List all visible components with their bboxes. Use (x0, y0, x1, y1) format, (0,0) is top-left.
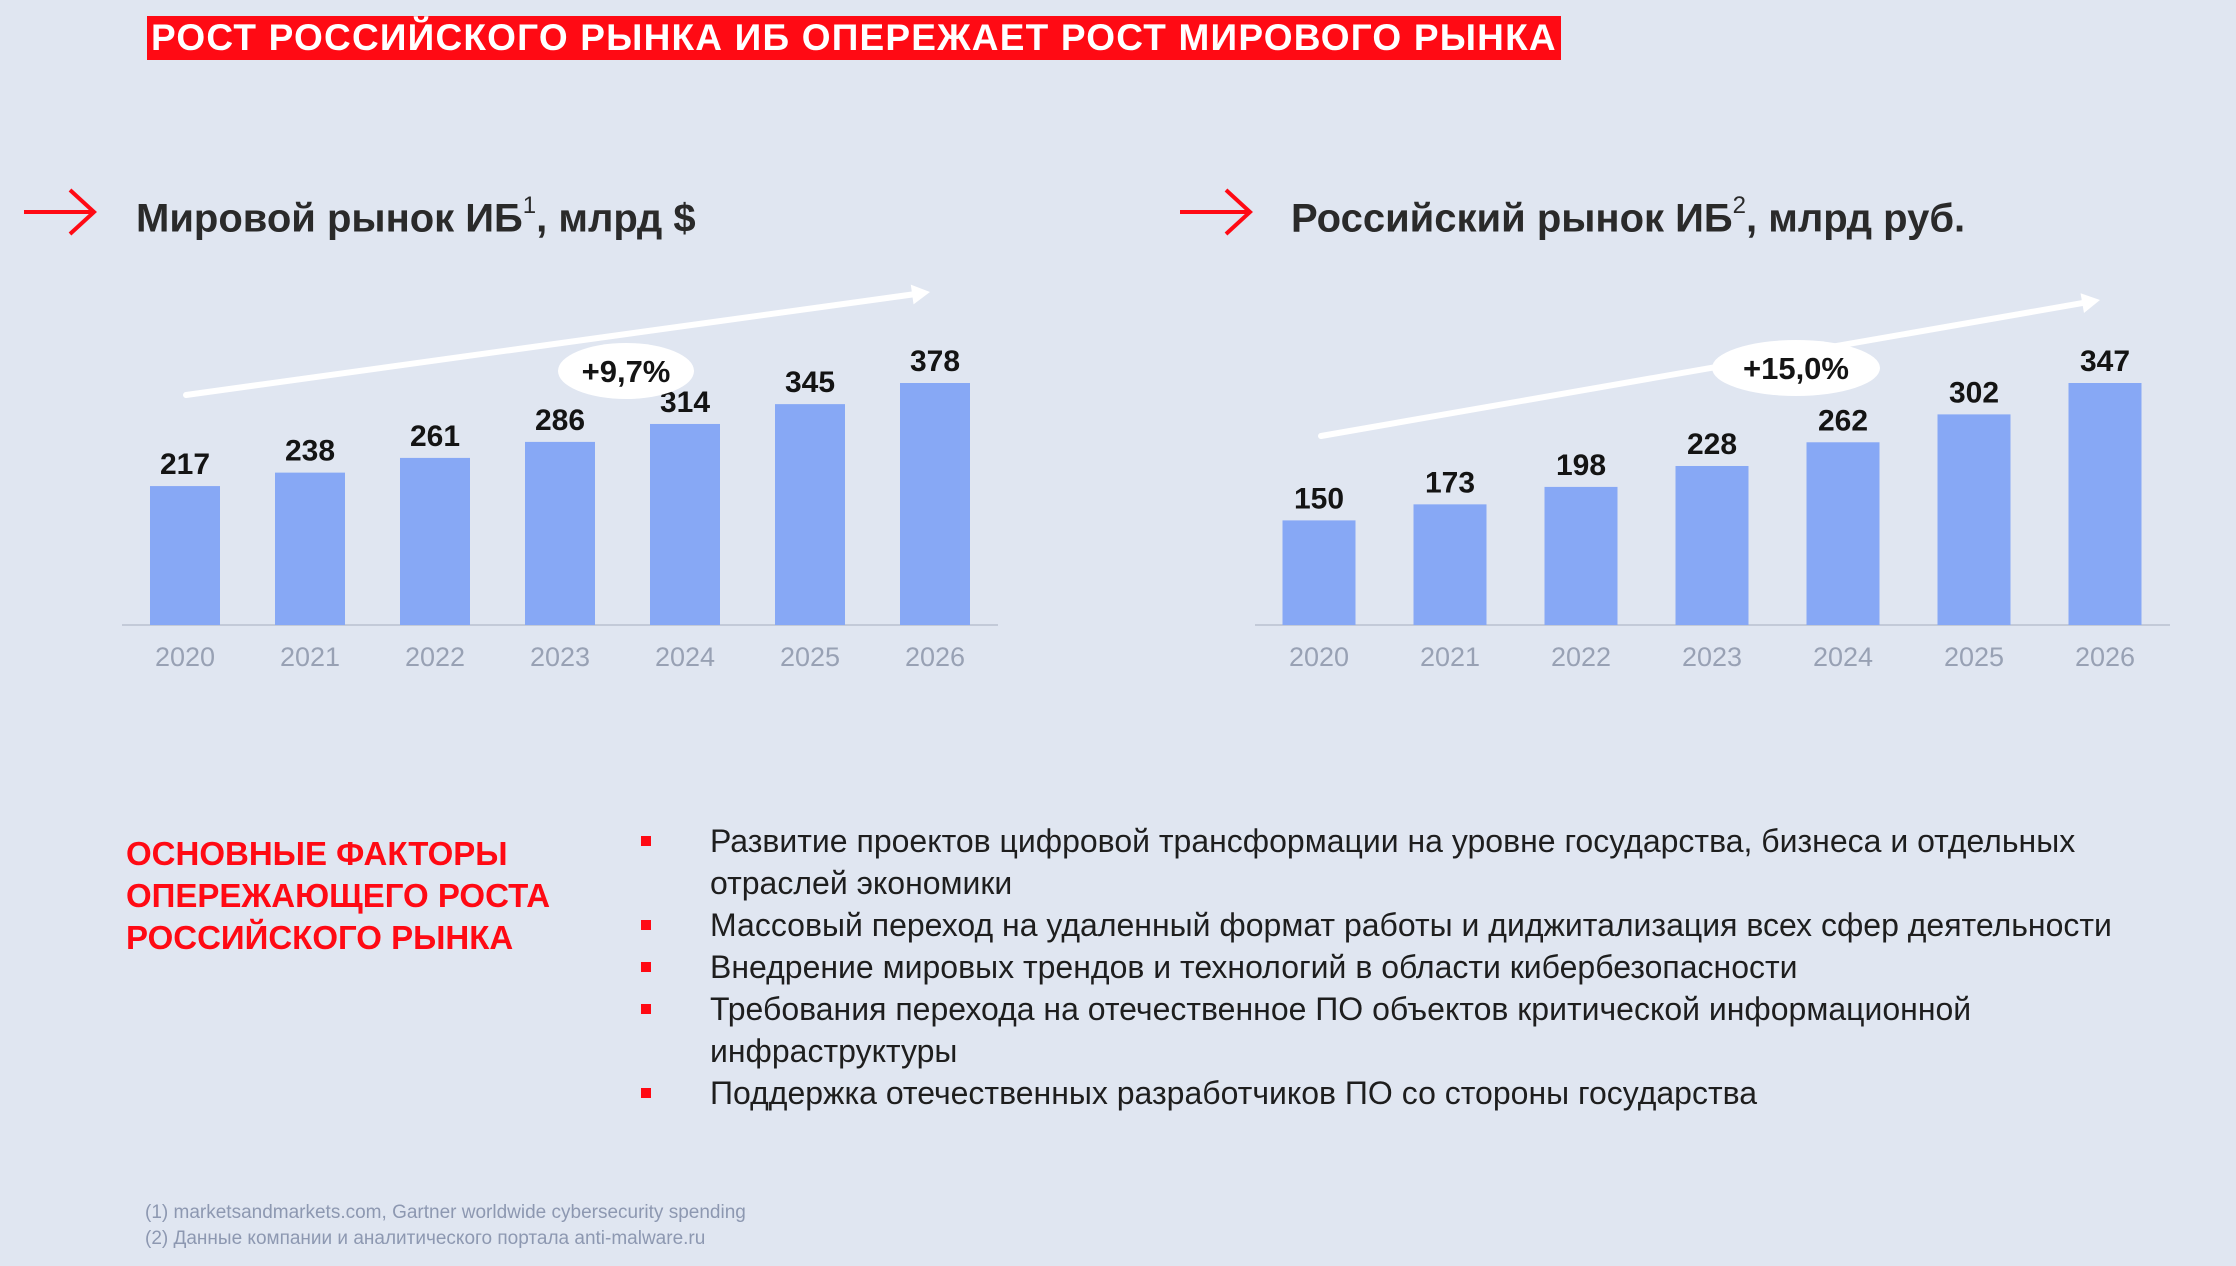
bar (1413, 504, 1487, 625)
trend-arrow-icon (910, 284, 930, 305)
bar (1675, 465, 1749, 625)
x-tick-label: 2020 (155, 642, 215, 672)
chart-title-unit: , млрд руб. (1746, 196, 1966, 241)
trend-arrow-line (183, 291, 916, 398)
bar (150, 486, 220, 625)
trend-arrow-icon (2080, 293, 2100, 313)
footnote-1: (1) marketsandmarkets.com, Gartner world… (145, 1202, 746, 1223)
growth-badge (1712, 340, 1880, 396)
headline: РОСТ РОССИЙСКОГО РЫНКА ИБ ОПЕРЕЖАЕТ РОСТ… (147, 16, 1561, 60)
bullet-icon (641, 920, 651, 930)
driver-text: Массовый переход на удаленный формат раб… (710, 907, 2112, 943)
x-tick-label: 2025 (780, 642, 840, 672)
bar (275, 472, 345, 625)
bar (775, 404, 845, 625)
x-tick-label: 2022 (1551, 642, 1611, 672)
data-label: 238 (285, 435, 335, 468)
x-tick-label: 2025 (1944, 642, 2004, 672)
chart-title-text: Мировой рынок ИБ (136, 196, 523, 241)
chart-title-unit: , млрд $ (536, 196, 696, 241)
data-label: 173 (1425, 466, 1475, 499)
x-tick-label: 2024 (655, 642, 715, 672)
footnote-2: (2) Данные компании и аналитического пор… (145, 1228, 706, 1249)
x-tick-label: 2024 (1813, 642, 1873, 672)
data-label: 198 (1556, 449, 1606, 482)
data-label: 345 (785, 366, 835, 399)
data-label: 228 (1687, 428, 1737, 461)
x-tick-label: 2022 (405, 642, 465, 672)
list-item: Требования перехода на отечественное ПО … (638, 988, 2208, 1072)
bar (525, 441, 595, 625)
bar (400, 457, 470, 625)
bullet-icon (641, 962, 651, 972)
footnote-marker: 2 (1732, 192, 1746, 219)
driver-text: Развитие проектов цифровой трансформации… (710, 823, 2076, 901)
list-item: Поддержка отечественных разработчиков ПО… (638, 1072, 2208, 1114)
footnote-marker: 1 (522, 192, 537, 219)
x-tick-label: 2020 (1289, 642, 1349, 672)
drivers-list: Развитие проектов цифровой трансформации… (638, 820, 2208, 1114)
data-label: 347 (2080, 345, 2130, 378)
footnotes: (1) marketsandmarkets.com, Gartner world… (145, 1200, 746, 1252)
x-tick-label: 2021 (280, 642, 340, 672)
arrow-right-icon (24, 188, 97, 236)
data-label: 217 (160, 448, 210, 481)
x-tick-label: 2023 (530, 642, 590, 672)
data-label: 378 (910, 345, 960, 378)
driver-text: Поддержка отечественных разработчиков ПО… (710, 1075, 1758, 1111)
x-tick-label: 2021 (1420, 642, 1480, 672)
chart-title-russia: Российский рынок ИБ2, млрд руб. (1291, 186, 1965, 242)
arrow-right-icon (1180, 188, 1253, 236)
bar (1544, 486, 1618, 625)
bullet-icon (641, 836, 651, 846)
driver-text: Требования перехода на отечественное ПО … (710, 991, 1972, 1069)
bar (650, 423, 720, 625)
growth-label: +15,0% (1743, 351, 1849, 386)
bar (1806, 442, 1880, 625)
list-item: Развитие проектов цифровой трансформации… (638, 820, 2208, 904)
list-item: Внедрение мировых трендов и технологий в… (638, 946, 2208, 988)
x-tick-label: 2026 (2075, 642, 2135, 672)
bar (1282, 520, 1356, 625)
bar (1937, 414, 2011, 625)
drivers-title: ОСНОВНЫЕ ФАКТОРЫ ОПЕРЕЖАЮЩЕГО РОСТА РОСС… (126, 835, 551, 956)
data-label: 302 (1949, 376, 1999, 409)
bullet-icon (641, 1004, 651, 1014)
driver-text: Внедрение мировых трендов и технологий в… (710, 949, 1798, 985)
chart-title-world: Мировой рынок ИБ1, млрд $ (136, 186, 696, 242)
data-label: 150 (1294, 482, 1344, 515)
list-item: Массовый переход на удаленный формат раб… (638, 904, 2208, 946)
bar (2068, 383, 2142, 625)
bullet-icon (641, 1088, 651, 1098)
data-label: 286 (535, 404, 585, 437)
data-label: 262 (1818, 404, 1868, 437)
data-label: 261 (410, 420, 460, 453)
growth-label: +9,7% (582, 354, 671, 389)
bar (900, 383, 970, 625)
trend-arrow-line (1318, 300, 2086, 439)
growth-badge (558, 343, 694, 399)
x-tick-label: 2026 (905, 642, 965, 672)
chart-title-text: Российский рынок ИБ (1291, 196, 1733, 241)
x-tick-label: 2023 (1682, 642, 1742, 672)
